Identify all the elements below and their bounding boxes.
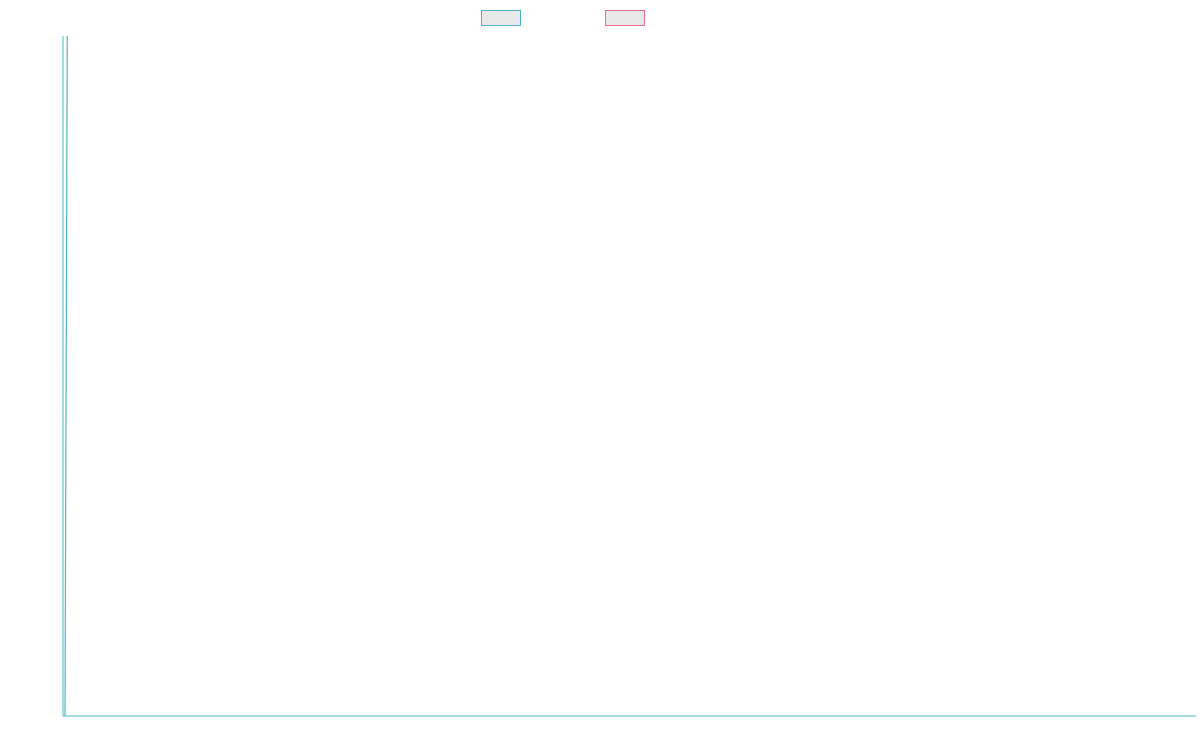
legend bbox=[481, 10, 645, 26]
legend-swatch-2[interactable] bbox=[605, 10, 645, 26]
series-line-1 bbox=[64, 35, 68, 717]
series-layer bbox=[64, 35, 68, 717]
axes bbox=[62, 36, 1196, 717]
legend-swatch-1[interactable] bbox=[481, 10, 521, 26]
